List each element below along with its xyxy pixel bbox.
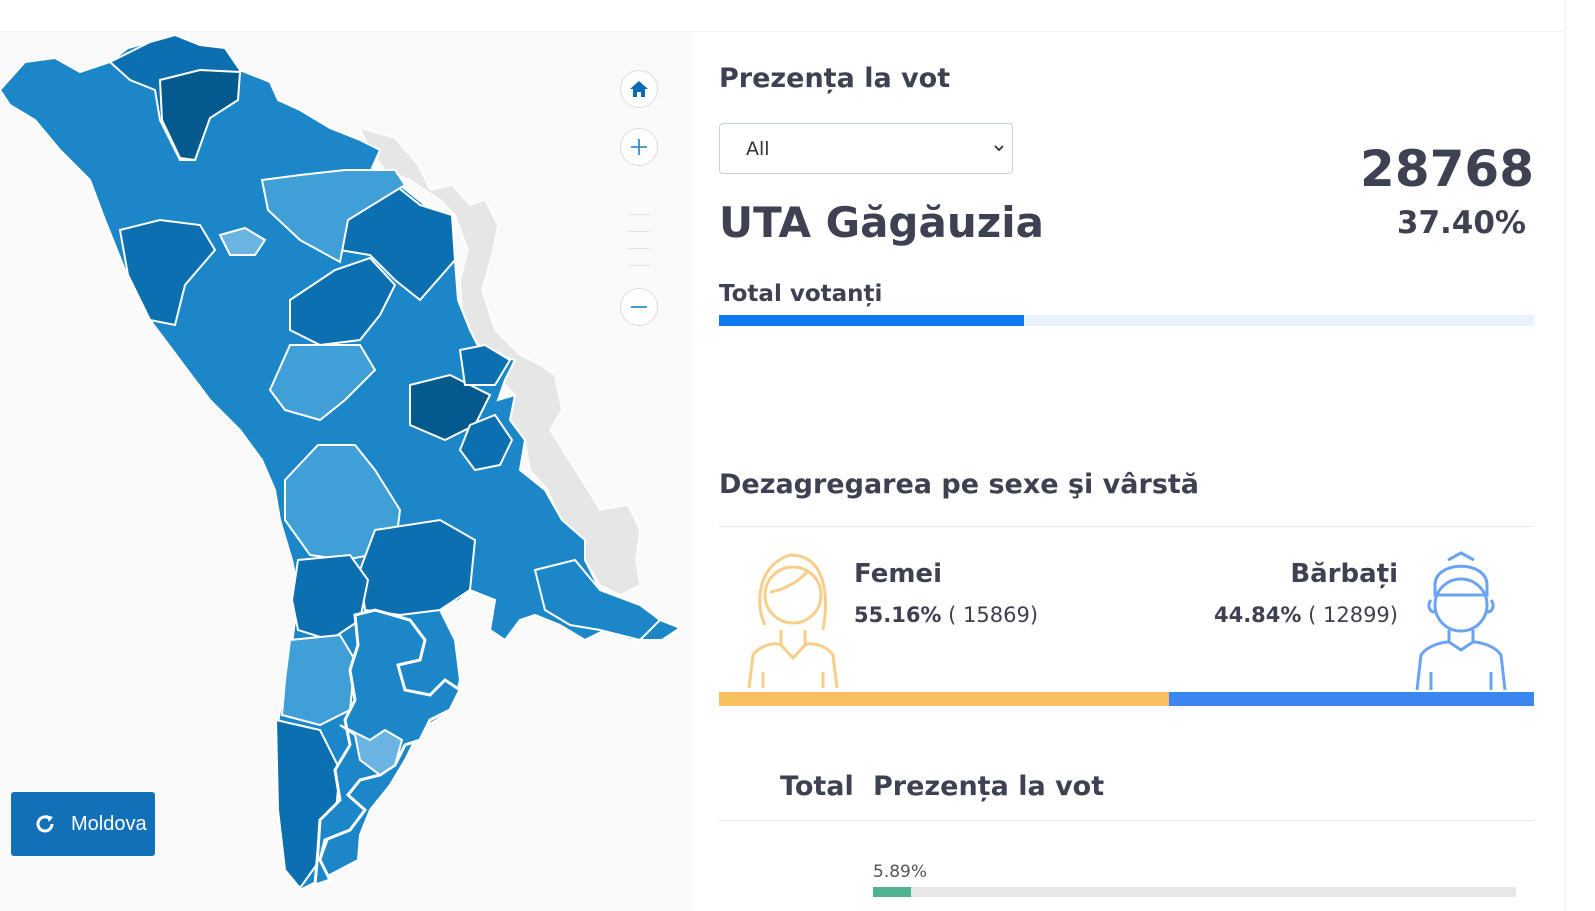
map-region-southeast (533, 558, 662, 642)
gender-bar (719, 692, 1534, 706)
map-region-east-dark-3 (458, 413, 514, 472)
age-row-percent: 5.89% (873, 862, 928, 882)
gender-heading: Dezagregarea pe sexe şi vârstă (719, 469, 1200, 500)
voters-percent: 37.40% (1396, 205, 1526, 241)
female-icon (747, 553, 839, 689)
voters-count: 28768 (1360, 140, 1534, 198)
map-region-northeast (338, 183, 457, 302)
male-count: ( 12899) (1308, 603, 1398, 627)
male-stat: 44.84% ( 12899) (1214, 603, 1398, 627)
plus-icon (631, 139, 647, 155)
female-label: Femei (854, 559, 942, 589)
map-region-east-dark-2 (458, 343, 512, 386)
map-region-southwest-light (280, 633, 357, 727)
zoom-slider[interactable] (628, 214, 650, 284)
map-region-southwest-1 (290, 553, 370, 642)
divider (719, 820, 1534, 821)
male-percent: 44.84% (1213, 603, 1302, 627)
age-col-turnout: Prezența la vot (873, 771, 1105, 802)
map-region-north-2 (158, 68, 242, 162)
age-row-bar (873, 887, 1516, 897)
map-region-south-light (339, 724, 404, 777)
male-label: Bărbați (1290, 559, 1398, 589)
map-panel (0, 32, 693, 911)
divider (719, 526, 1534, 527)
total-voters-label: Total votanți (719, 281, 883, 307)
female-bar-fill (719, 692, 1169, 706)
region-name: UTA Găgăuzia (719, 198, 1044, 247)
zoom-in-button[interactable] (620, 128, 658, 166)
home-button[interactable] (620, 70, 658, 108)
age-col-total: Total (780, 771, 854, 802)
moldova-map[interactable] (0, 32, 693, 911)
male-bar-fill (1168, 692, 1534, 706)
female-count: ( 15869) (948, 603, 1039, 627)
total-voters-bar-fill (719, 315, 1024, 326)
age-row-bar-fill (873, 887, 911, 897)
female-percent: 55.16% (854, 603, 942, 627)
turnout-heading: Prezența la vot (719, 63, 951, 94)
filter-selected-value: All (746, 137, 770, 160)
zoom-out-button[interactable] (620, 288, 658, 326)
total-voters-bar (719, 315, 1534, 326)
map-region-light-1 (260, 169, 407, 264)
reset-moldova-button[interactable]: Moldova (11, 792, 155, 856)
map-region-lake (218, 226, 267, 256)
top-bar (0, 0, 1565, 32)
stats-panel: Prezența la vot All UTA Găgăuzia 28768 3… (719, 0, 1534, 911)
female-stat: 55.16% ( 15869) (854, 603, 1038, 627)
minus-icon (631, 306, 647, 308)
filter-select[interactable]: All (719, 123, 1013, 174)
male-icon (1415, 551, 1507, 691)
map-region-light-2 (268, 344, 377, 422)
home-icon (630, 81, 648, 97)
reset-button-label: Moldova (71, 812, 147, 835)
map-region-west-1 (118, 218, 217, 327)
refresh-icon (36, 815, 54, 833)
map-region-center-1 (289, 256, 397, 347)
chevron-down-icon (994, 145, 1004, 152)
scrollbar[interactable] (1565, 0, 1595, 911)
